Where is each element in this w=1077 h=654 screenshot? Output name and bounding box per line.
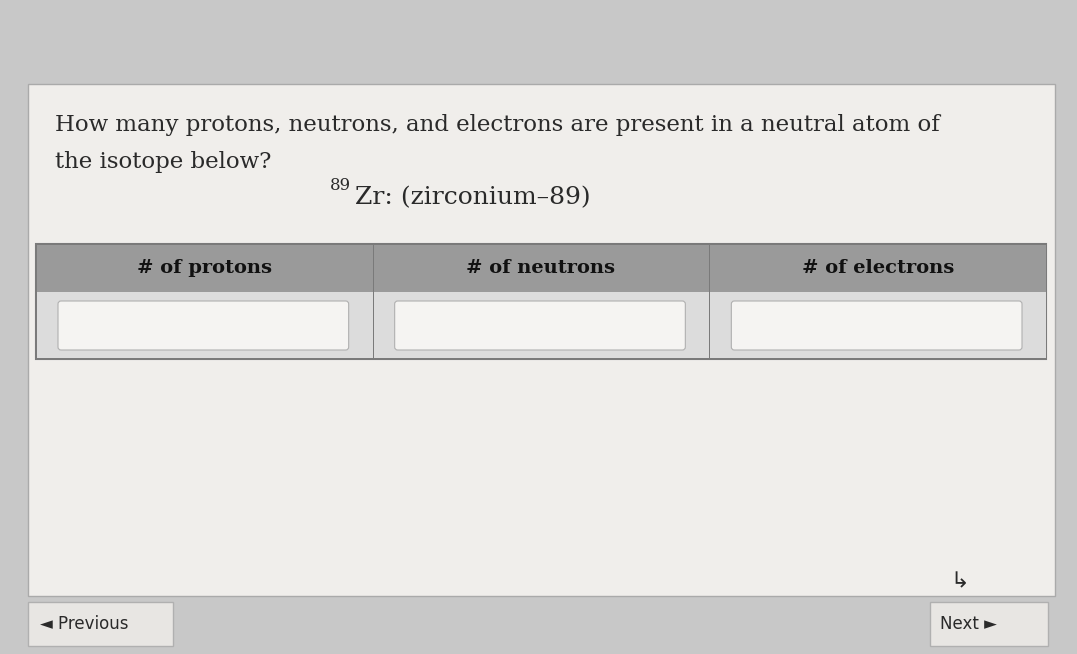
Text: Next ►: Next ►	[940, 615, 997, 633]
FancyBboxPatch shape	[731, 301, 1022, 350]
FancyBboxPatch shape	[931, 602, 1048, 646]
Text: the isotope below?: the isotope below?	[55, 151, 271, 173]
Text: ↳: ↳	[951, 571, 969, 591]
FancyBboxPatch shape	[394, 301, 685, 350]
FancyBboxPatch shape	[36, 244, 1046, 359]
Text: # of neutrons: # of neutrons	[466, 259, 615, 277]
Text: ◄ Previous: ◄ Previous	[40, 615, 128, 633]
Bar	[374, 292, 710, 358]
Bar	[37, 245, 373, 292]
Bar	[37, 292, 373, 358]
FancyBboxPatch shape	[58, 301, 349, 350]
Bar	[711, 245, 1046, 292]
Text: 89: 89	[330, 177, 351, 194]
Text: # of electrons: # of electrons	[801, 259, 954, 277]
FancyBboxPatch shape	[28, 602, 173, 646]
Bar	[374, 245, 710, 292]
Text: # of protons: # of protons	[137, 259, 271, 277]
Bar	[711, 292, 1046, 358]
FancyBboxPatch shape	[28, 84, 1055, 596]
Text: Zr: (zirconium–89): Zr: (zirconium–89)	[355, 186, 590, 209]
Text: How many protons, neutrons, and electrons are present in a neutral atom of: How many protons, neutrons, and electron…	[55, 114, 940, 136]
